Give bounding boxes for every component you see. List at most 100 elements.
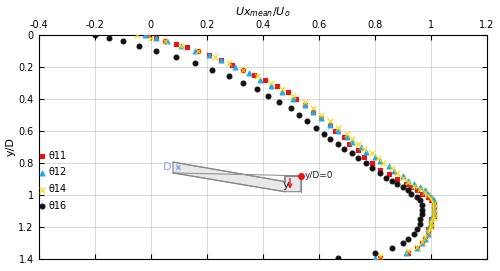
θ12	[402, 251, 409, 255]
θ14	[360, 146, 368, 151]
θ12	[418, 241, 426, 246]
θ14	[348, 137, 356, 141]
θ14	[430, 211, 438, 215]
θ12	[412, 246, 420, 250]
θ12	[216, 58, 224, 62]
θ16	[418, 212, 426, 217]
θ11	[300, 103, 308, 107]
θ14	[290, 93, 298, 98]
θ16	[225, 74, 233, 79]
θ12	[430, 198, 438, 202]
θ11	[376, 256, 384, 260]
θ11	[418, 241, 426, 246]
θ16	[354, 156, 362, 160]
Text: y/D=0: y/D=0	[304, 171, 333, 180]
θ12	[362, 150, 370, 154]
θ14	[418, 240, 426, 244]
θ11	[426, 220, 434, 225]
θ11	[292, 97, 300, 101]
θ11	[326, 122, 334, 127]
θ14	[178, 44, 186, 48]
θ12	[370, 256, 378, 260]
θ12	[376, 159, 384, 164]
θ16	[264, 93, 272, 98]
θ14	[376, 254, 384, 259]
θ12	[426, 195, 434, 199]
θ16	[388, 179, 396, 183]
θ16	[295, 113, 303, 117]
θ14	[300, 100, 308, 104]
θ12	[424, 191, 432, 196]
θ14	[278, 87, 286, 91]
θ16	[412, 195, 420, 199]
θ12	[410, 182, 418, 186]
θ16	[388, 246, 396, 250]
θ16	[253, 87, 261, 91]
θ11	[346, 142, 354, 146]
θ12	[421, 188, 429, 193]
θ16	[334, 256, 342, 260]
θ11	[404, 251, 412, 255]
θ16	[418, 208, 426, 212]
θ11	[368, 161, 376, 165]
θ11	[402, 182, 409, 186]
θ12	[421, 236, 429, 241]
θ14	[430, 206, 438, 210]
θ14	[398, 175, 406, 180]
θ16	[382, 175, 390, 180]
θ14	[416, 187, 424, 191]
θ16	[348, 151, 356, 156]
θ16	[326, 137, 334, 141]
θ12	[206, 53, 214, 58]
Y-axis label: y/D: y/D	[6, 138, 16, 156]
θ16	[362, 161, 370, 165]
θ16	[90, 33, 98, 37]
θ14	[430, 201, 438, 205]
θ11	[160, 39, 168, 43]
θ14	[404, 180, 412, 185]
θ16	[286, 106, 294, 111]
Polygon shape	[173, 162, 301, 192]
θ12	[398, 174, 406, 178]
θ16	[368, 166, 376, 170]
θ12	[256, 78, 264, 82]
θ11	[284, 90, 292, 95]
θ11	[152, 36, 160, 40]
θ14	[225, 61, 233, 66]
θ12	[348, 140, 356, 144]
Text: y: y	[283, 180, 290, 190]
θ11	[262, 78, 270, 82]
θ12	[230, 64, 238, 69]
θ12	[426, 222, 434, 226]
θ11	[412, 188, 420, 193]
θ16	[418, 203, 426, 207]
θ11	[430, 208, 438, 212]
θ14	[211, 55, 219, 59]
θ12	[430, 212, 438, 217]
θ11	[360, 154, 368, 159]
θ16	[404, 236, 412, 241]
θ14	[430, 215, 438, 220]
θ11	[430, 201, 438, 205]
θ14	[421, 235, 429, 239]
θ12	[424, 232, 432, 236]
θ14	[379, 161, 387, 165]
θ12	[192, 49, 200, 53]
θ11	[194, 49, 202, 53]
θ16	[398, 241, 406, 246]
θ11	[384, 172, 392, 176]
θ11	[426, 224, 434, 228]
θ11	[424, 227, 432, 231]
θ16	[276, 100, 283, 104]
θ12	[390, 169, 398, 173]
θ16	[416, 198, 424, 202]
θ12	[430, 203, 438, 207]
X-axis label: $Ux_{mean}/U_o$: $Ux_{mean}/U_o$	[235, 6, 290, 19]
θ14	[326, 119, 334, 124]
θ11	[418, 191, 426, 196]
θ12	[244, 71, 252, 75]
θ11	[309, 109, 317, 114]
θ16	[239, 80, 247, 85]
θ16	[192, 61, 200, 66]
θ16	[412, 227, 420, 231]
